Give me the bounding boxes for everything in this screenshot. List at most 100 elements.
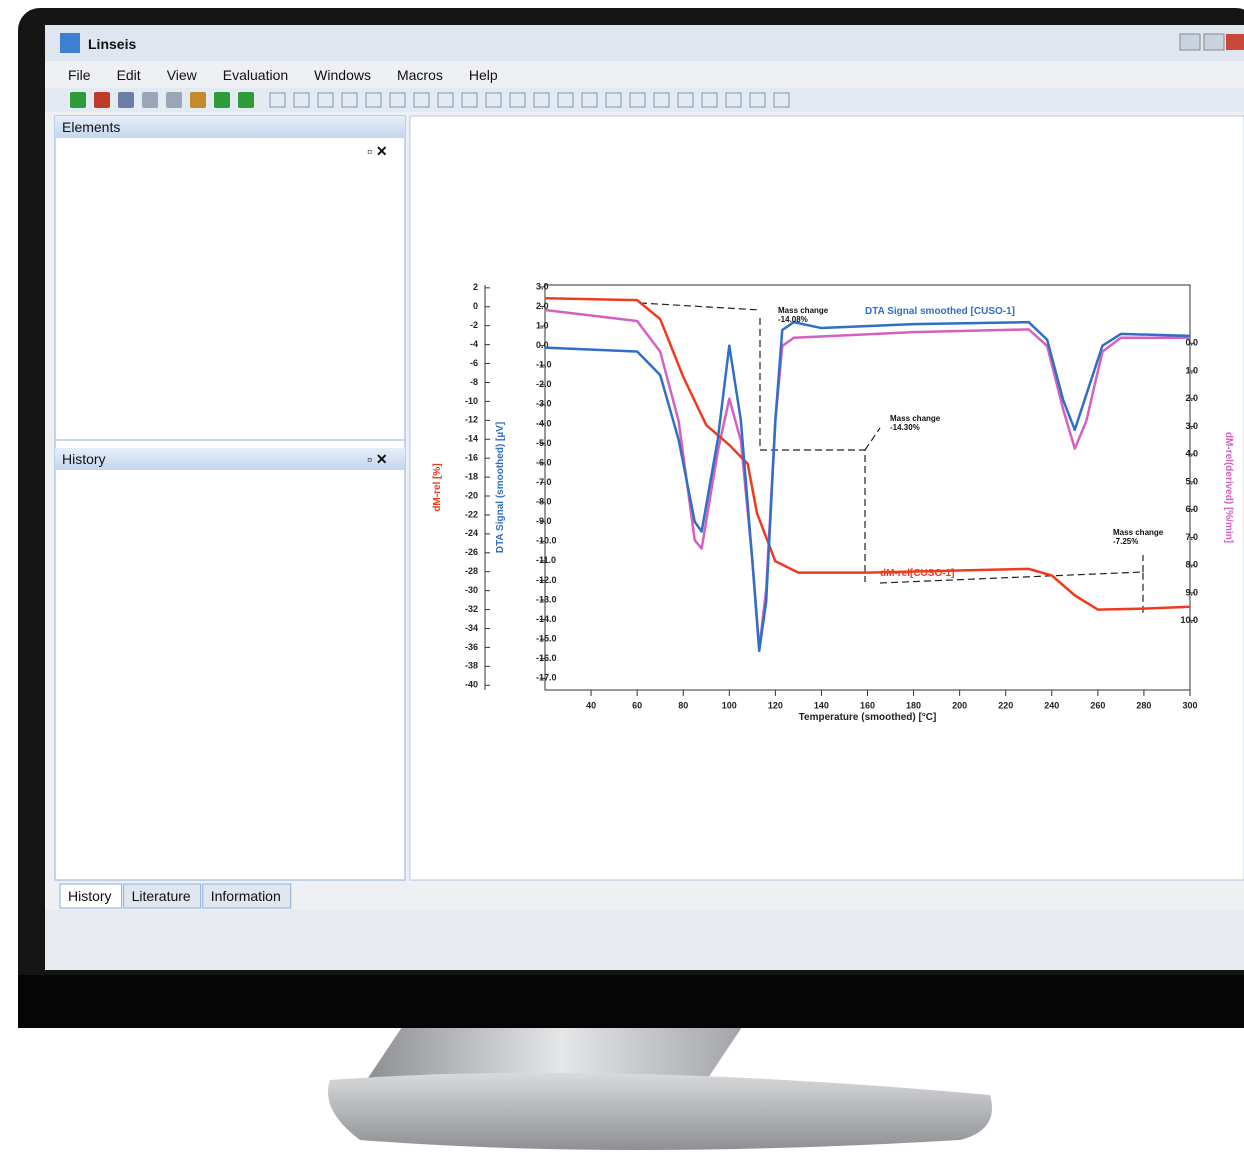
y-tick-label: 3.0	[536, 281, 549, 291]
tool-icon[interactable]	[94, 92, 110, 108]
y-tick-label: -38	[465, 661, 478, 671]
tool-icon[interactable]	[677, 92, 694, 108]
tool-icon[interactable]	[773, 92, 790, 108]
tool-icon[interactable]	[749, 92, 766, 108]
y-tick-label: 0.0	[1185, 338, 1198, 348]
series-line	[544, 296, 1191, 611]
menu-item[interactable]: File	[68, 67, 91, 83]
chart: 2 0 -2 -4 -6 -8 -10 -12 -14 -16 -18 -20 -22 -24 -26 -28…	[432, 281, 1234, 723]
tab[interactable]	[59, 883, 123, 909]
tool-icon[interactable]	[509, 92, 526, 108]
tool-icon[interactable]	[389, 92, 406, 108]
y-tick-label: 0	[473, 301, 478, 311]
close-button[interactable]	[1226, 34, 1244, 50]
y-tick-label: -10.0	[536, 536, 557, 546]
y-tick-label: -32	[465, 604, 478, 614]
annotation-leaders	[639, 302, 1144, 615]
y-tick-label: -24	[465, 528, 478, 538]
y-tick-label: -2.0	[536, 379, 552, 389]
x-tick-label: 60	[632, 700, 642, 710]
x-axis-label: Temperature (smoothed) [°C]	[799, 712, 937, 723]
y-tick-label: 0.0	[536, 340, 549, 350]
panel-header	[55, 116, 405, 138]
y-tick-label: 10.0	[1180, 615, 1198, 625]
y-tick-label: -20	[465, 490, 478, 500]
tool-icon[interactable]	[118, 92, 134, 108]
tab[interactable]	[123, 883, 202, 909]
tool-icon[interactable]	[70, 92, 86, 108]
tab-label: History	[68, 888, 112, 904]
annotation: -14.08%	[778, 315, 808, 324]
panel-title: History	[62, 451, 106, 467]
y-tick-label: 2	[473, 282, 478, 292]
y-tick-label: -1.0	[536, 360, 552, 370]
y-tick-label: 3.0	[1185, 421, 1198, 431]
panel-controls[interactable]: ▫ ✕	[367, 451, 388, 467]
tool-icon[interactable]	[461, 92, 478, 108]
menu-item[interactable]: View	[167, 67, 198, 83]
tool-icon[interactable]	[293, 92, 310, 108]
tool-icon[interactable]	[533, 92, 550, 108]
tool-icon[interactable]	[142, 92, 158, 108]
tool-icon[interactable]	[437, 92, 454, 108]
y-tick-label: 2.0	[1185, 393, 1198, 403]
tool-icon[interactable]	[341, 92, 358, 108]
tab[interactable]	[202, 883, 292, 909]
tool-icon[interactable]	[701, 92, 718, 108]
menu-item[interactable]: Windows	[314, 67, 371, 83]
y-tick-label: -15.0	[536, 634, 557, 644]
tool-icon[interactable]	[238, 92, 254, 108]
tool-icon[interactable]	[214, 92, 230, 108]
annotation: Mass change	[1113, 528, 1164, 537]
panel-controls[interactable]: ▫ ✕	[367, 143, 388, 159]
tool-icon[interactable]	[629, 92, 646, 108]
y-tick-label: -28	[465, 566, 478, 576]
x-tick-label: 260	[1090, 700, 1105, 710]
tool-icon[interactable]	[269, 92, 286, 108]
y-tick-label: -4.0	[536, 418, 552, 428]
bezel-chin	[18, 975, 1244, 1028]
y-tick-label: 4.0	[1185, 449, 1198, 459]
y-tick-label: -12	[465, 415, 478, 425]
maximize-button[interactable]	[1203, 33, 1225, 51]
menu-item[interactable]: Evaluation	[223, 67, 288, 83]
y-tick-label: 1.0	[1185, 365, 1198, 375]
y-tick-label: 6.0	[1185, 504, 1198, 514]
y-tick-label: -34	[465, 623, 478, 633]
y-axis-label: dM-rel [%]	[432, 463, 443, 511]
x-tick-label: 140	[814, 700, 829, 710]
y-tick-label: -16.0	[536, 653, 557, 663]
panel-header	[55, 448, 405, 470]
y-tick-label: -11.0	[536, 555, 556, 565]
tool-icon[interactable]	[653, 92, 670, 108]
tool-icon[interactable]	[317, 92, 334, 108]
menu-item[interactable]: Edit	[117, 67, 141, 83]
y-tick-label: -22	[465, 509, 478, 519]
y-tick-label: -8.0	[536, 497, 552, 507]
tool-icon[interactable]	[485, 92, 502, 108]
series-line	[544, 320, 1191, 653]
y-tick-label: -13.0	[536, 594, 557, 604]
tool-icon[interactable]	[190, 92, 206, 108]
title-bar	[45, 25, 1244, 61]
document-area	[409, 115, 1244, 881]
x-tick-label: 100	[722, 700, 737, 710]
tool-icon[interactable]	[413, 92, 430, 108]
annotation: Mass change	[890, 414, 941, 423]
x-tick-label: 240	[1044, 700, 1059, 710]
y-tick-label: -3.0	[536, 399, 552, 409]
menu-item[interactable]: Help	[469, 67, 498, 83]
x-tick-label: 300	[1182, 700, 1197, 710]
tool-icon[interactable]	[581, 92, 598, 108]
tool-icon[interactable]	[725, 92, 742, 108]
menu-item[interactable]: Macros	[397, 67, 443, 83]
tool-icon[interactable]	[557, 92, 574, 108]
tool-icon[interactable]	[605, 92, 622, 108]
y-tick-label: -10	[465, 396, 478, 406]
y-tick-label: 2.0	[536, 301, 549, 311]
series-label: dM-rel[CUSO-1]	[880, 568, 954, 579]
x-tick-label: 220	[998, 700, 1013, 710]
minimize-button[interactable]	[1179, 33, 1201, 51]
tool-icon[interactable]	[166, 92, 182, 108]
tool-icon[interactable]	[365, 92, 382, 108]
